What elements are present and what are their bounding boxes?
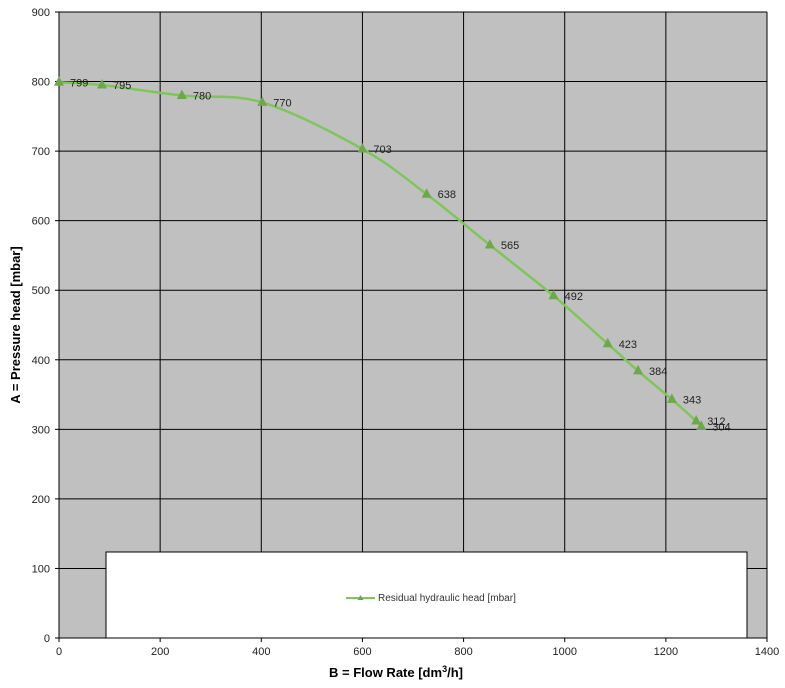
data-point: [421, 188, 432, 198]
x-axis-title-superscript: 3: [442, 664, 447, 674]
plot-area: [59, 12, 767, 638]
data-point: [696, 420, 707, 431]
data-label: 492: [565, 291, 583, 303]
x-tick-label: 800: [454, 646, 472, 658]
x-axis-title-main: B = Flow Rate [dm: [329, 665, 442, 680]
data-point: [633, 364, 644, 375]
data-point: [548, 289, 559, 300]
data-point: [257, 96, 268, 106]
data-label: 343: [683, 394, 701, 406]
y-axis-title: A = Pressure head [mbar]: [8, 246, 23, 403]
data-label: 770: [273, 97, 291, 109]
y-tick-label: 400: [32, 355, 50, 367]
x-axis-title-tail: /h]: [447, 665, 463, 680]
y-tick-label: 500: [32, 285, 50, 297]
series-layer: [54, 76, 707, 431]
legend-swatch-marker: [357, 595, 364, 600]
x-tick-label: 1400: [755, 646, 779, 658]
y-tick-label: 0: [44, 633, 50, 645]
y-tick-label: 900: [32, 7, 50, 19]
x-tick-label: 1000: [552, 646, 576, 658]
x-tick-label: 200: [151, 646, 169, 658]
grid: [58, 11, 768, 639]
data-point: [54, 76, 64, 86]
data-point: [357, 143, 368, 153]
y-tick-label: 100: [32, 563, 50, 575]
data-label: 384: [649, 366, 667, 378]
y-tick-label: 800: [32, 77, 50, 89]
data-label: 795: [113, 80, 131, 92]
y-tick-label: 600: [32, 216, 50, 228]
data-label: 423: [619, 339, 637, 351]
legend-label: Residual hydraulic head [mbar]: [378, 593, 516, 604]
y-tick-label: 200: [32, 494, 50, 506]
legend-entry: Residual hydraulic head [mbar]: [346, 593, 516, 604]
legend-box: [105, 551, 748, 639]
data-point: [176, 89, 187, 99]
x-tick-label: 400: [252, 646, 270, 658]
data-label: 638: [438, 189, 456, 201]
data-label: 703: [373, 144, 391, 156]
x-tick-label: 0: [56, 646, 62, 658]
x-tick-label: 1200: [654, 646, 678, 658]
data-point: [666, 393, 677, 403]
data-label: 780: [193, 90, 211, 102]
x-axis-ticks: 0 200 400 600 800 1000 1200 1400: [56, 638, 779, 658]
data-label: 799: [70, 77, 88, 89]
data-label: 312: [707, 416, 725, 428]
data-point: [691, 414, 702, 425]
data-label: 565: [501, 240, 519, 252]
data-point: [484, 239, 495, 249]
y-axis-ticks: 0 100 200 300 400 500 600 700 800 900: [32, 7, 59, 645]
data-point: [96, 79, 107, 89]
data-label: 304: [712, 422, 730, 434]
data-point: [602, 337, 613, 348]
y-tick-label: 700: [32, 146, 50, 158]
y-tick-label: 300: [32, 424, 50, 436]
x-tick-label: 600: [353, 646, 371, 658]
x-axis-title: B = Flow Rate [dm3/h]: [329, 664, 463, 680]
